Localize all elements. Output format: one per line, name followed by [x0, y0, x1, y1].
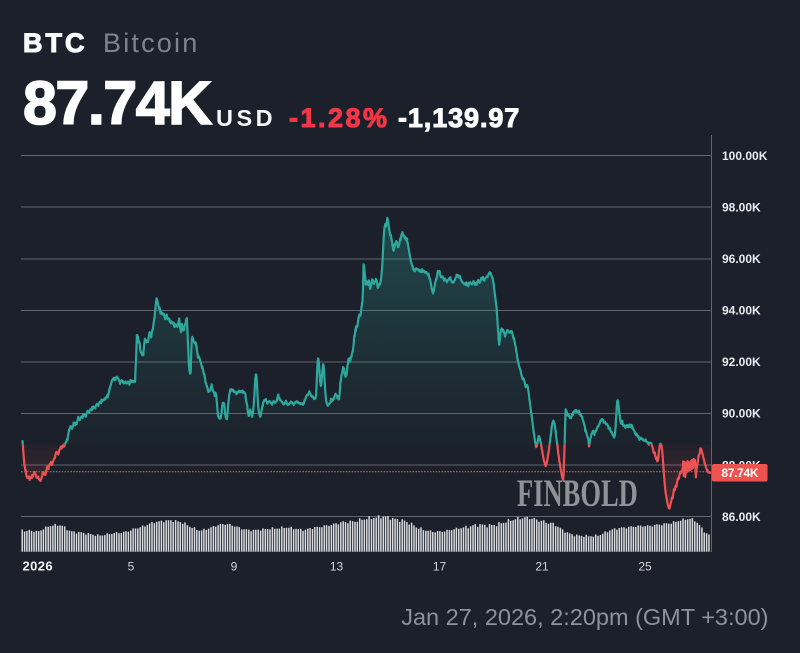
svg-text:17: 17	[433, 560, 447, 574]
svg-text:87.74K: 87.74K	[721, 466, 759, 480]
svg-text:5: 5	[128, 560, 135, 574]
svg-text:25: 25	[638, 560, 652, 574]
svg-text:98.00K: 98.00K	[722, 201, 761, 215]
svg-text:13: 13	[330, 560, 344, 574]
svg-text:2026: 2026	[23, 559, 54, 574]
svg-text:21: 21	[535, 560, 549, 574]
svg-text:96.00K: 96.00K	[722, 252, 761, 266]
svg-text:86.00K: 86.00K	[722, 510, 761, 524]
svg-text:100.00K: 100.00K	[722, 149, 768, 163]
svg-text:90.00K: 90.00K	[722, 407, 761, 421]
svg-text:94.00K: 94.00K	[722, 304, 761, 318]
svg-text:9: 9	[231, 560, 238, 574]
svg-text:92.00K: 92.00K	[722, 355, 761, 369]
